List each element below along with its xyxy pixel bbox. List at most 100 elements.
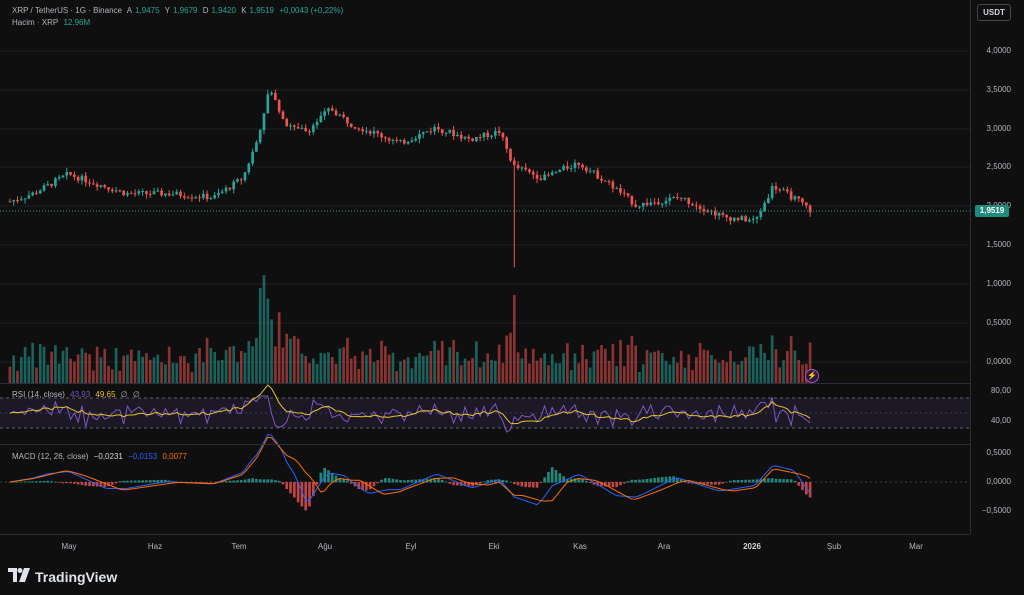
pane-separator[interactable]: [0, 383, 970, 384]
open-value: 1,9475: [135, 6, 160, 15]
volume-bar: [201, 362, 205, 383]
candle-body: [744, 216, 747, 222]
candle-body: [239, 179, 243, 181]
macd-histogram-bar: [224, 480, 228, 483]
volume-bar: [308, 363, 311, 383]
volume-bar: [676, 362, 679, 383]
volume-bar: [239, 350, 243, 383]
chart-canvas[interactable]: [0, 0, 970, 534]
candle-body: [748, 219, 751, 222]
candle-body: [706, 211, 710, 213]
volume-bar: [346, 337, 349, 383]
candle-body: [270, 92, 273, 95]
macd-histogram-bar: [50, 481, 53, 483]
macd-histogram-bar: [384, 478, 387, 483]
candle-body: [600, 178, 603, 181]
candle-body: [122, 190, 125, 196]
volume-bar: [402, 359, 406, 383]
volume-bar: [80, 348, 84, 383]
volume-bar: [634, 345, 637, 383]
macd-histogram-bar: [535, 482, 539, 488]
volume-bar: [8, 366, 12, 383]
macd-histogram-bar: [239, 480, 243, 483]
macd-histogram-bar: [740, 479, 744, 483]
macd-histogram-bar: [46, 480, 50, 483]
volume-bar: [649, 352, 653, 383]
macd-histogram-bar: [42, 480, 46, 483]
candle-body: [137, 191, 141, 194]
volume-bar: [710, 354, 713, 383]
macd-histogram-bar: [566, 478, 569, 483]
currency-button[interactable]: USDT: [977, 4, 1011, 21]
candle-body: [349, 123, 353, 128]
price-scale[interactable]: 4,0000 3,5000 3,0000 2,5000 2,0000 1,500…: [970, 0, 1024, 534]
macd-histogram-bar: [622, 482, 626, 484]
volume-bar: [418, 352, 421, 383]
macd-histogram-bar: [349, 482, 353, 484]
volume-bar: [645, 350, 649, 383]
volume-bar: [251, 346, 254, 383]
brand-logo[interactable]: TradingView: [8, 567, 117, 587]
lightning-icon[interactable]: ⚡: [805, 369, 819, 383]
macd-histogram-bar: [588, 482, 592, 484]
volume-bar: [148, 359, 152, 383]
volume-bar: [736, 364, 740, 383]
volume-bar: [808, 342, 812, 383]
macd-histogram-bar: [797, 482, 801, 486]
time-axis[interactable]: May Haz Tem Ağu Eyl Eki Kas Ara 2026 Şub…: [0, 534, 970, 557]
volume-bar: [767, 360, 770, 383]
price-tick: 4,0000: [986, 46, 1011, 55]
candle-body: [573, 162, 577, 168]
volume-bar: [84, 352, 88, 383]
volume-bar: [512, 295, 516, 383]
volume-bar: [99, 357, 103, 383]
macd-histogram-bar: [296, 482, 300, 503]
candle-body: [338, 114, 342, 116]
volume-bar: [114, 347, 118, 383]
volume-bar: [205, 337, 209, 383]
macd-histogram-bar: [357, 482, 361, 490]
candle-body: [456, 134, 459, 137]
volume-bar: [175, 363, 179, 383]
volume-bar: [220, 359, 224, 383]
macd-histogram-bar: [729, 480, 732, 483]
macd-histogram-bar: [361, 482, 364, 491]
volume-bar: [35, 367, 38, 383]
macd-histogram-bar: [194, 482, 198, 483]
volume-bar: [755, 357, 759, 383]
volume-bar: [266, 298, 270, 383]
volume-bar: [683, 367, 687, 383]
volume-bar: [630, 335, 634, 383]
candle-body: [539, 178, 543, 181]
volume-bar: [319, 352, 323, 383]
pane-separator[interactable]: [0, 444, 970, 445]
macd-histogram-bar: [710, 482, 713, 485]
candle-body: [186, 197, 190, 199]
candle-body: [713, 210, 717, 216]
candle-body: [357, 128, 361, 130]
macd-histogram-bar: [247, 478, 251, 483]
volume-bar: [258, 288, 262, 383]
candle-body: [535, 174, 539, 179]
macd-histogram-bar: [467, 482, 471, 487]
volume-bar: [334, 363, 338, 383]
candle-body: [437, 126, 440, 130]
volume-bar: [421, 355, 425, 383]
candle-body: [448, 129, 452, 133]
macd-histogram-bar: [27, 481, 31, 483]
candle-body: [402, 139, 406, 144]
candle-body: [171, 194, 175, 196]
volume-bar: [774, 349, 778, 383]
macd-histogram-bar: [281, 482, 285, 485]
volume-bar: [110, 369, 114, 383]
macd-histogram-bar: [12, 481, 16, 483]
candle-body: [406, 141, 410, 144]
rsi-value: 43,93: [70, 390, 91, 399]
candle-body: [520, 167, 524, 169]
macd-histogram-bar: [512, 482, 516, 485]
candle-body: [721, 213, 725, 215]
volume-bar: [293, 336, 296, 383]
candle-body: [179, 191, 182, 197]
